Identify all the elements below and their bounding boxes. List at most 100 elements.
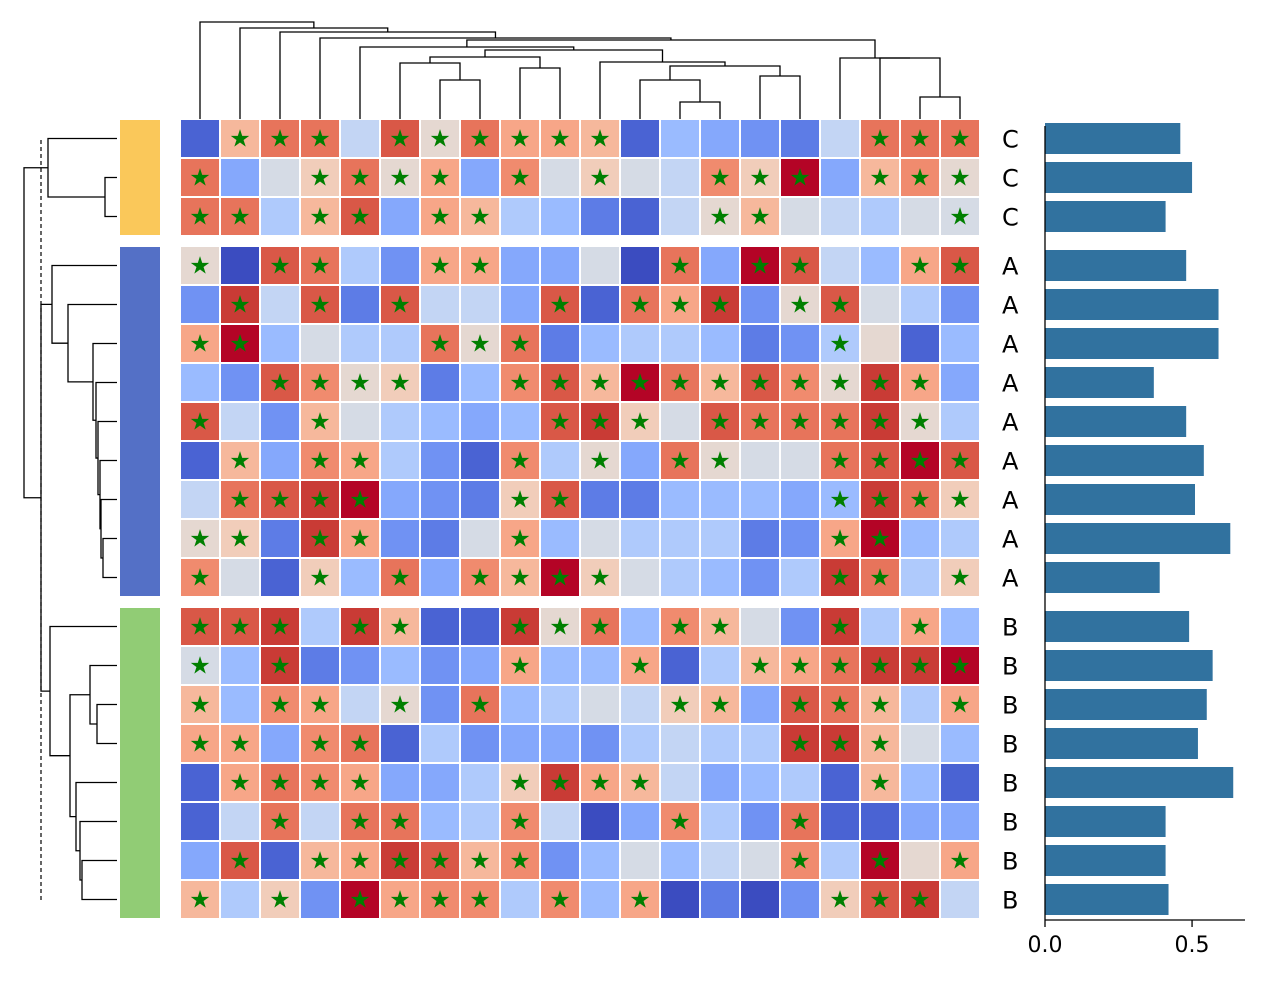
heatmap-cell	[741, 198, 779, 235]
heatmap-cell	[221, 442, 259, 479]
heatmap-cell	[781, 764, 819, 801]
heatmap-cell	[581, 247, 619, 284]
heatmap-cell	[741, 364, 779, 401]
star-marker: ★	[189, 525, 211, 553]
star-marker: ★	[469, 847, 491, 875]
heatmap-cell	[861, 247, 899, 284]
heatmap-cell	[221, 247, 259, 284]
heatmap-cell	[861, 608, 899, 645]
heatmap-cell	[181, 803, 219, 840]
heatmap-cell	[461, 647, 499, 684]
dendro-link	[95, 381, 117, 459]
heatmap-cell	[701, 120, 739, 157]
heatmap-cell	[781, 198, 819, 235]
heatmap-cell	[501, 120, 539, 157]
heatmap-cell	[461, 325, 499, 362]
heatmap-cell	[861, 325, 899, 362]
heatmap-cell	[221, 403, 259, 440]
heatmap-cell	[261, 364, 299, 401]
heatmap-cell	[581, 481, 619, 518]
heatmap-cell	[621, 120, 659, 157]
heatmap-cell	[781, 881, 819, 918]
heatmap-cell	[901, 442, 939, 479]
star-marker: ★	[349, 613, 371, 641]
heatmap-cell	[301, 647, 339, 684]
star-marker: ★	[349, 369, 371, 397]
star-marker: ★	[629, 408, 651, 436]
star-marker: ★	[709, 164, 731, 192]
star-marker: ★	[789, 164, 811, 192]
star-marker: ★	[389, 613, 411, 641]
star-marker: ★	[909, 486, 931, 514]
heatmap-cell	[461, 159, 499, 196]
heatmap-cell	[781, 520, 819, 557]
star-marker: ★	[909, 125, 931, 153]
significance-markers: ★ ★ ★ ★ ★ ★ ★ ★ ★ ★ ★ ★ ★ ★ ★ ★ ★ ★ ★ ★ ★ ★ ★ ★ ★ ★ ★ ★ ★ ★ ★ ★ ★ ★ ★ ★ ★ ★ ★ ★…	[189, 125, 971, 914]
heatmap-cell	[621, 608, 659, 645]
heatmap-cell	[821, 120, 859, 157]
star-marker: ★	[869, 769, 891, 797]
heatmap-cell	[821, 881, 859, 918]
heatmap-cell	[821, 286, 859, 323]
heatmap-cell	[261, 803, 299, 840]
row-label: B	[1002, 653, 1018, 681]
star-marker: ★	[309, 447, 331, 475]
heatmap-cell	[621, 403, 659, 440]
heatmap-cell	[741, 803, 779, 840]
heatmap-cell	[461, 198, 499, 235]
heatmap-cell	[221, 842, 259, 879]
heatmap-cell	[701, 647, 739, 684]
dendro-link	[879, 57, 941, 119]
heatmap-cell	[301, 120, 339, 157]
heatmap-cell	[701, 881, 739, 918]
heatmap-cell	[621, 686, 659, 723]
heatmap-cell	[581, 764, 619, 801]
heatmap-cell	[741, 442, 779, 479]
star-marker: ★	[509, 447, 531, 475]
heatmap-cell	[381, 198, 419, 235]
star-marker: ★	[789, 847, 811, 875]
star-marker: ★	[789, 369, 811, 397]
heatmap-cell	[581, 686, 619, 723]
heatmap-cell	[261, 286, 299, 323]
star-marker: ★	[629, 769, 651, 797]
star-marker: ★	[869, 369, 891, 397]
star-marker: ★	[349, 769, 371, 797]
star-marker: ★	[229, 291, 251, 319]
heatmap-cell	[941, 403, 979, 440]
heatmap-cell	[301, 198, 339, 235]
heatmap-cell	[301, 442, 339, 479]
heatmap-cell	[341, 247, 379, 284]
heatmap-cell	[381, 247, 419, 284]
heatmap-cell	[501, 842, 539, 879]
group-color-bars	[120, 120, 160, 918]
row-label: A	[1002, 331, 1019, 359]
heatmap-cell	[381, 159, 419, 196]
dendro-link	[47, 137, 117, 198]
heatmap-cell	[781, 325, 819, 362]
heatmap-cell	[661, 686, 699, 723]
heatmap-cell	[661, 725, 699, 762]
heatmap-cell	[581, 286, 619, 323]
star-marker: ★	[829, 330, 851, 358]
star-marker: ★	[949, 564, 971, 592]
heatmap-cell	[421, 159, 459, 196]
heatmap-cell	[781, 559, 819, 596]
dendro-link	[99, 459, 117, 530]
side-bar	[1045, 523, 1231, 554]
heatmap-cell	[821, 842, 859, 879]
heatmap-cell	[421, 481, 459, 518]
heatmap-cell	[221, 325, 259, 362]
heatmap-cell	[741, 325, 779, 362]
heatmap-cell	[901, 764, 939, 801]
star-marker: ★	[669, 691, 691, 719]
heatmap-cell	[701, 608, 739, 645]
star-marker: ★	[509, 164, 531, 192]
star-marker: ★	[669, 291, 691, 319]
column-dendrogram	[199, 21, 961, 119]
heatmap-cell	[781, 247, 819, 284]
star-marker: ★	[749, 252, 771, 280]
heatmap-cell	[621, 481, 659, 518]
heatmap-cell	[821, 764, 859, 801]
